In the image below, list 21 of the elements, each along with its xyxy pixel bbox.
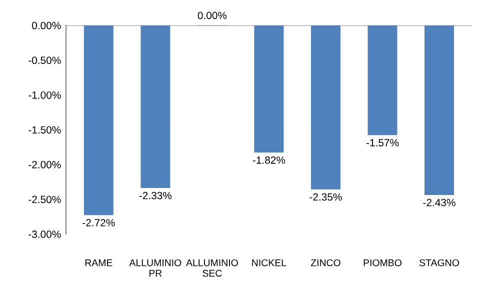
data-label: -1.57% bbox=[366, 139, 399, 146]
data-label: -2.43% bbox=[423, 198, 456, 206]
y-tick-label: 0.00% bbox=[32, 22, 61, 30]
x-tick-label: PIOMBO bbox=[364, 259, 402, 266]
x-tick-label: STAGNO bbox=[420, 259, 459, 266]
data-label: -2.35% bbox=[310, 193, 342, 201]
y-tick-label: -1.50% bbox=[28, 126, 61, 134]
data-label: -2.72% bbox=[82, 219, 115, 226]
y-tick-label: -2.50% bbox=[28, 196, 61, 204]
x-tick-label: ZINCO bbox=[310, 259, 340, 266]
data-label: -2.33% bbox=[139, 192, 172, 200]
data-label: 0.00% bbox=[198, 12, 227, 20]
x-tick-label: RAME bbox=[85, 259, 112, 266]
y-tick-label: -1.00% bbox=[28, 91, 61, 99]
x-tick-label: ALLUMINIO PR bbox=[129, 259, 182, 277]
y-tick-label: -0.50% bbox=[28, 56, 61, 64]
x-tick-label: NICKEL bbox=[252, 259, 286, 266]
data-label: -1.82% bbox=[252, 156, 286, 164]
y-tick-label: -2.00% bbox=[28, 161, 61, 168]
y-tick-label: -3.00% bbox=[28, 230, 61, 238]
x-tick-label: ALLUMINIO SEC bbox=[186, 259, 238, 277]
